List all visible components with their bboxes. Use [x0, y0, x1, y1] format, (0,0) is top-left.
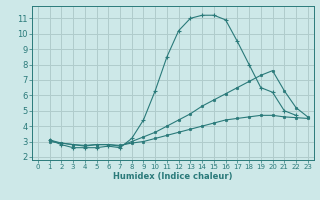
- X-axis label: Humidex (Indice chaleur): Humidex (Indice chaleur): [113, 172, 233, 181]
